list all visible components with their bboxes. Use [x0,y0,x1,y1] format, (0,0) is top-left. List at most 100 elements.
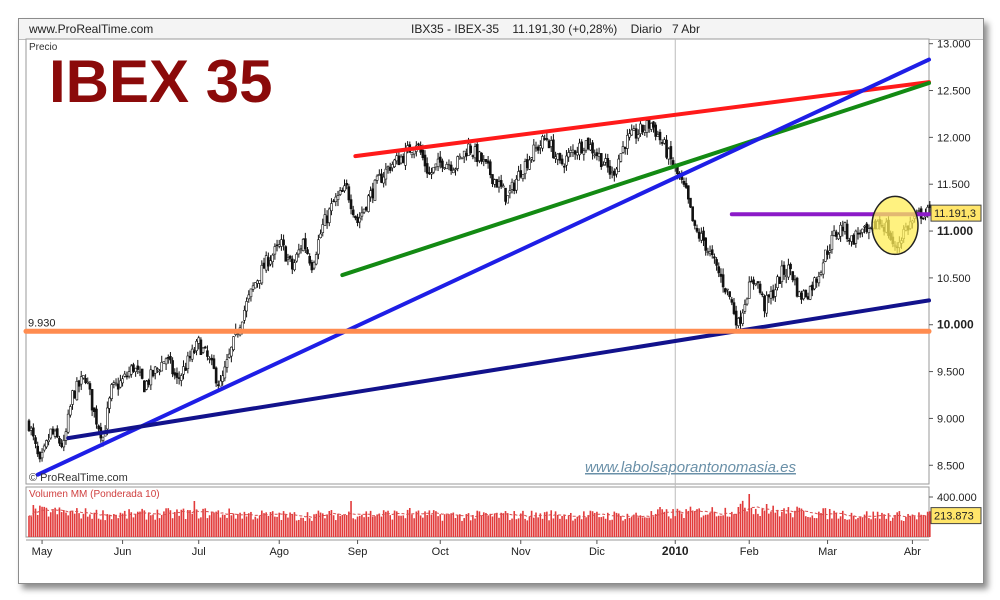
volume-bar [134,514,137,537]
volume-bar [835,513,838,537]
candle-body [808,286,812,300]
volume-bar [920,514,922,537]
candle-body [388,167,392,171]
volume-bar [859,516,861,537]
candle-body [55,428,59,438]
volume-bar [733,514,735,537]
candle-body [58,437,61,444]
candle-body [171,360,174,375]
volume-bar [826,519,829,537]
candle-body [482,159,486,162]
candle-body [86,381,90,384]
volume-bar [615,512,618,537]
volume-bar [243,511,246,537]
candle-body [225,359,229,368]
trendline-2 [35,57,931,477]
candle-body [169,356,172,361]
candle-body [445,164,449,170]
volume-bar [343,514,346,537]
candle-body [260,265,264,284]
candle-body [660,142,664,144]
candle-body [769,291,773,299]
volume-bar [432,510,435,537]
volume-bar [435,511,437,537]
volume-bar [385,511,387,537]
candle-body [636,134,640,139]
candle-body [123,373,127,377]
volume-bar [711,507,714,537]
volume-bar [219,517,222,537]
candle-body [108,397,111,409]
candle-body [40,452,44,459]
volume-bar [84,508,87,537]
chart-period: Diario [630,22,662,36]
volume-bar [537,517,539,537]
volume-bar [828,508,831,537]
candle-body [821,262,825,275]
provider-site[interactable]: www.ProRealTime.com [29,22,154,36]
volume-bar [496,512,498,537]
candle-body [92,407,96,412]
volume-bar [86,516,89,537]
candle-body [208,358,211,360]
volume-bar [735,514,737,537]
candle-body [473,146,477,159]
volume-bar [663,511,666,537]
candle-body [421,149,425,158]
candle-body [160,362,164,372]
price-tick-label: 11.500 [937,179,970,191]
volume-bar [102,510,104,537]
volume-bar [559,518,561,537]
candle-body [811,284,814,291]
volume-bar [489,513,492,537]
candle-body [177,377,181,379]
candle-body [436,158,440,167]
candle-body [299,248,303,251]
candle-body [60,442,63,447]
volume-bar [391,519,394,537]
volume-bar [689,506,692,537]
candle-body [356,216,359,224]
candle-body [774,289,777,297]
volume-bar [210,511,213,537]
candle-body [641,124,644,133]
volume-bar [187,509,189,537]
candle-body [728,291,731,297]
candle-body [580,141,583,153]
candle-body [534,147,538,149]
volume-bar [824,508,827,537]
candle-body [382,176,385,184]
volume-bar [80,518,83,537]
candle-body [121,378,124,384]
candle-body [593,154,597,157]
candle-body [856,232,860,235]
candle-body [828,250,832,253]
candle-body [656,134,660,137]
candle-body [136,365,140,370]
volume-bar [169,510,172,537]
volume-bar [204,508,207,537]
volume-bar [330,510,333,537]
volume-bar [589,510,592,537]
candle-body [604,158,607,163]
candle-body [784,275,788,278]
candle-body [578,142,581,156]
volume-bar [215,511,217,537]
volume-bar [443,514,446,537]
candle-body [306,249,309,255]
volume-bar [574,518,576,537]
volume-bar [800,508,803,537]
volume-bar [234,518,237,537]
candle-body [369,190,372,198]
candle-body [347,186,351,201]
volume-bar [306,512,309,537]
candle-body [166,357,170,359]
volume-bar [626,513,629,537]
volume-bar [287,517,289,537]
candle-body [599,153,603,168]
candle-body [32,427,35,437]
candle-body [110,384,113,399]
candle-body [410,152,414,156]
volume-bar [117,518,120,537]
volume-bar [271,511,274,537]
